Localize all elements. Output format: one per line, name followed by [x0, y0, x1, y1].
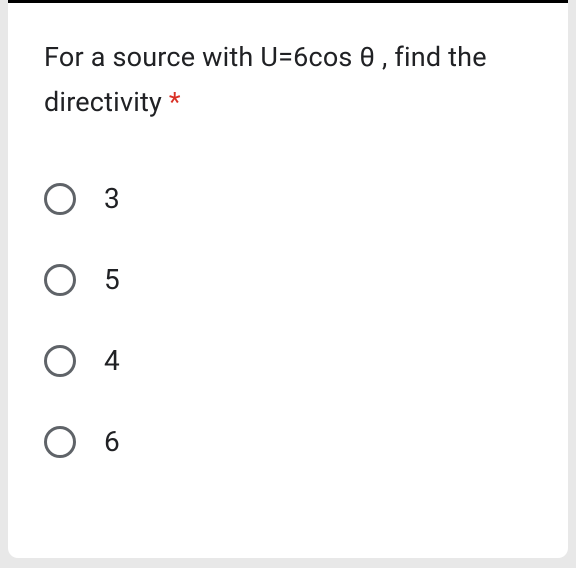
question-text-content: For a source with U=6cos θ , find the di… — [44, 41, 487, 118]
options-group: 3 5 4 6 — [44, 182, 532, 458]
question-card: For a source with U=6cos θ , find the di… — [8, 0, 568, 558]
radio-icon[interactable] — [44, 426, 76, 458]
radio-icon[interactable] — [44, 345, 76, 377]
option-label: 3 — [104, 182, 120, 215]
required-asterisk: * — [169, 86, 181, 118]
radio-icon[interactable] — [44, 264, 76, 296]
option-label: 4 — [104, 344, 120, 377]
option-row-0[interactable]: 3 — [44, 182, 532, 215]
option-row-2[interactable]: 4 — [44, 344, 532, 377]
option-row-3[interactable]: 6 — [44, 425, 532, 458]
question-text: For a source with U=6cos θ , find the di… — [44, 35, 532, 124]
option-label: 6 — [104, 425, 120, 458]
option-label: 5 — [104, 263, 120, 296]
radio-icon[interactable] — [44, 183, 76, 215]
option-row-1[interactable]: 5 — [44, 263, 532, 296]
